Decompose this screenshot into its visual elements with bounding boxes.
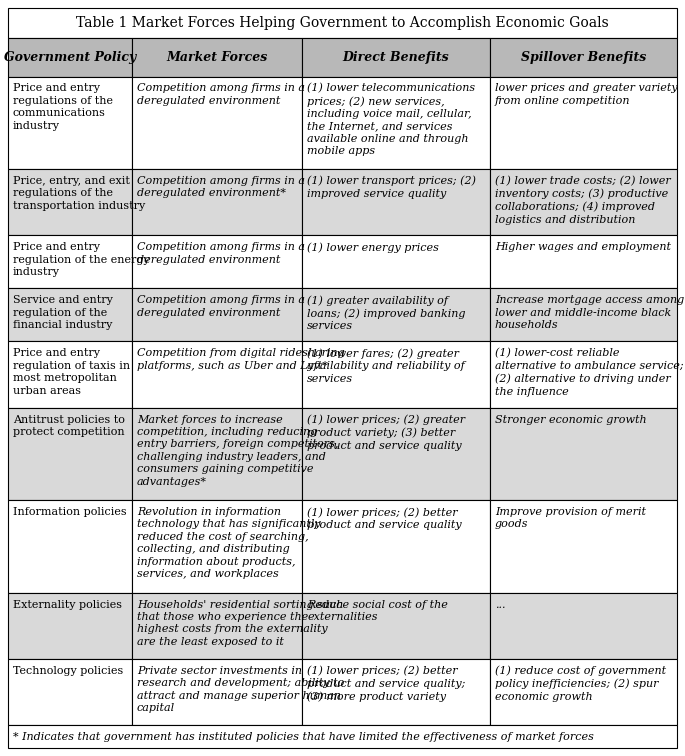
Text: (1) lower fares; (2) greater
availability and reliability of
services: (1) lower fares; (2) greater availabilit…	[308, 349, 465, 384]
Text: (1) lower trade costs; (2) lower
inventory costs; (3) productive
collaborations;: (1) lower trade costs; (2) lower invento…	[495, 176, 671, 225]
Bar	[8, 288, 132, 342]
Text: (1) lower prices; (2) better
product and service quality;
(3) more product varie: (1) lower prices; (2) better product and…	[308, 666, 466, 702]
Bar	[302, 342, 490, 407]
Bar	[8, 500, 132, 593]
Text: Increase mortgage access among
lower and middle-income black
households: Increase mortgage access among lower and…	[495, 295, 684, 330]
Text: Private sector investments in
research and development; ability to
attract and m: Private sector investments in research a…	[137, 666, 344, 713]
Bar	[302, 38, 490, 76]
Bar	[490, 235, 677, 288]
Bar	[8, 76, 132, 169]
Text: Spillover Benefits: Spillover Benefits	[521, 51, 646, 64]
Bar	[490, 38, 677, 76]
Bar	[8, 407, 132, 500]
Text: Information policies: Information policies	[13, 507, 127, 517]
Bar	[8, 235, 132, 288]
Text: Table 1 Market Forces Helping Government to Accomplish Economic Goals: Table 1 Market Forces Helping Government…	[76, 16, 609, 29]
Text: (1) reduce cost of government
policy inefficiencies; (2) spur
economic growth: (1) reduce cost of government policy ine…	[495, 666, 666, 702]
Bar	[490, 169, 677, 235]
Bar	[302, 593, 490, 659]
Text: (1) lower-cost reliable
alternative to ambulance service;
(2) alternative to dri: (1) lower-cost reliable alternative to a…	[495, 349, 684, 397]
Bar	[132, 342, 302, 407]
Text: Price and entry
regulations of the
communications
industry: Price and entry regulations of the commu…	[13, 83, 113, 131]
Text: Price, entry, and exit
regulations of the
transportation industry: Price, entry, and exit regulations of th…	[13, 176, 145, 211]
Text: Higher wages and employment: Higher wages and employment	[495, 242, 671, 252]
Bar	[490, 593, 677, 659]
Text: Competition among firms in a
deregulated environment: Competition among firms in a deregulated…	[137, 242, 305, 265]
Text: Direct Benefits: Direct Benefits	[342, 51, 449, 64]
Text: (1) greater availability of
loans; (2) improved banking
services: (1) greater availability of loans; (2) i…	[308, 295, 466, 331]
Text: Competition among firms in a
deregulated environment*: Competition among firms in a deregulated…	[137, 176, 305, 198]
Text: (1) lower energy prices: (1) lower energy prices	[308, 242, 439, 253]
Bar	[302, 235, 490, 288]
Text: Households' residential sorting such
that those who experience the
highest costs: Households' residential sorting such tha…	[137, 600, 343, 646]
Text: (1) lower prices; (2) better
product and service quality: (1) lower prices; (2) better product and…	[308, 507, 462, 530]
Bar	[490, 288, 677, 342]
Text: Market forces to increase
competition, including reducing
entry barriers, foreig: Market forces to increase competition, i…	[137, 414, 338, 487]
Bar	[8, 342, 132, 407]
Bar	[490, 407, 677, 500]
Bar	[490, 659, 677, 725]
Text: lower prices and greater variety
from online competition: lower prices and greater variety from on…	[495, 83, 677, 106]
Bar	[8, 38, 132, 76]
Bar	[8, 169, 132, 235]
Bar	[132, 76, 302, 169]
Text: (1) lower telecommunications
prices; (2) new services,
including voice mail, cel: (1) lower telecommunications prices; (2)…	[308, 83, 475, 156]
Bar	[302, 288, 490, 342]
Bar	[302, 500, 490, 593]
Bar	[302, 76, 490, 169]
Text: Antitrust policies to
protect competition: Antitrust policies to protect competitio…	[13, 414, 125, 437]
Bar	[302, 407, 490, 500]
Text: (1) lower transport prices; (2)
improved service quality: (1) lower transport prices; (2) improved…	[308, 176, 476, 199]
Text: Externality policies: Externality policies	[13, 600, 122, 609]
Text: Technology policies: Technology policies	[13, 666, 123, 676]
Text: Competition among firms in a
deregulated environment: Competition among firms in a deregulated…	[137, 295, 305, 318]
Text: (1) lower prices; (2) greater
product variety; (3) better
product and service qu: (1) lower prices; (2) greater product va…	[308, 414, 466, 451]
Bar	[8, 725, 677, 748]
Text: Stronger economic growth: Stronger economic growth	[495, 414, 647, 425]
Bar	[302, 659, 490, 725]
Bar	[490, 342, 677, 407]
Text: Price and entry
regulation of taxis in
most metropolitan
urban areas: Price and entry regulation of taxis in m…	[13, 349, 130, 395]
Bar	[8, 8, 677, 38]
Bar	[132, 407, 302, 500]
Bar	[132, 593, 302, 659]
Bar	[302, 169, 490, 235]
Bar	[490, 76, 677, 169]
Text: Government Policy: Government Policy	[3, 51, 136, 64]
Bar	[8, 593, 132, 659]
Bar	[132, 169, 302, 235]
Text: Competition from digital ridesharing
platforms, such as Uber and Lyft*: Competition from digital ridesharing pla…	[137, 349, 345, 370]
Bar	[132, 288, 302, 342]
Bar	[132, 500, 302, 593]
Text: Reduce social cost of the
externalities: Reduce social cost of the externalities	[308, 600, 448, 622]
Text: Competition among firms in a
deregulated environment: Competition among firms in a deregulated…	[137, 83, 305, 106]
Bar	[8, 659, 132, 725]
Text: Service and entry
regulation of the
financial industry: Service and entry regulation of the fina…	[13, 295, 113, 330]
Text: Market Forces: Market Forces	[166, 51, 268, 64]
Bar	[132, 38, 302, 76]
Bar	[132, 659, 302, 725]
Text: Revolution in information
technology that has significantly
reduced the cost of : Revolution in information technology tha…	[137, 507, 321, 579]
Text: Price and entry
regulation of the energy
industry: Price and entry regulation of the energy…	[13, 242, 149, 277]
Text: * Indicates that government has instituted policies that have limited the effect: * Indicates that government has institut…	[13, 732, 594, 742]
Bar	[132, 235, 302, 288]
Bar	[490, 500, 677, 593]
Text: ...: ...	[495, 600, 505, 609]
Text: Improve provision of merit
goods: Improve provision of merit goods	[495, 507, 646, 529]
